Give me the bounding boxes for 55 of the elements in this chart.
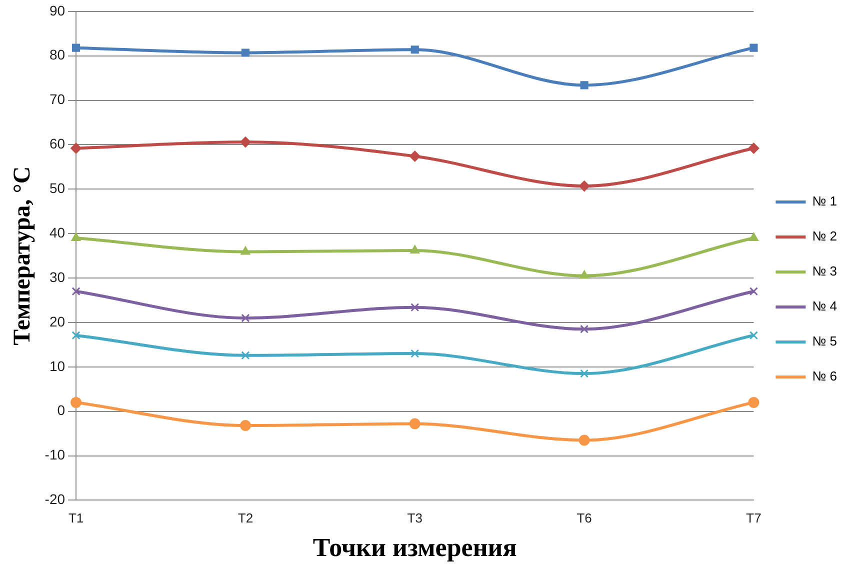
point: [749, 287, 758, 296]
point: [70, 142, 82, 154]
y-tick-label: 40: [49, 224, 66, 240]
point: [748, 232, 759, 242]
legend-label: № 2: [812, 228, 838, 244]
point: [410, 46, 419, 54]
x-tick-label: T6: [576, 510, 592, 526]
point: [409, 150, 420, 162]
y-tick-label: 30: [49, 268, 66, 285]
point: [72, 331, 80, 340]
point: [578, 434, 590, 446]
x-tick-label: T1: [68, 510, 84, 526]
point: [72, 44, 80, 52]
y-tick-label: 0: [57, 402, 66, 418]
y-tick-label: 60: [49, 136, 66, 152]
x-tick-label: T7: [746, 510, 762, 526]
point: [70, 396, 82, 408]
x-tick-label: T3: [407, 510, 422, 526]
point: [750, 44, 758, 52]
x-tick-label: T2: [238, 510, 254, 526]
point: [580, 324, 589, 334]
y-tick-label: 10: [49, 358, 66, 374]
point: [749, 331, 758, 340]
point: [241, 314, 250, 322]
point: [409, 418, 420, 430]
y-tick-label: 90: [49, 2, 66, 18]
y-tick-label: 70: [49, 91, 66, 108]
point: [579, 270, 590, 279]
legend-label: № 3: [812, 264, 838, 279]
y-tick-label: 20: [49, 313, 66, 330]
point: [241, 48, 250, 57]
point: [240, 420, 251, 432]
point: [580, 81, 588, 90]
y-tick-label: -20: [44, 491, 66, 508]
point: [748, 396, 760, 408]
y-axis-title: Температура, °C: [10, 166, 36, 346]
y-tick-label: 80: [49, 46, 66, 63]
point: [578, 180, 590, 192]
point: [240, 246, 250, 255]
legend-label: № 6: [812, 368, 838, 384]
point: [72, 287, 80, 296]
point: [748, 142, 760, 154]
point: [410, 303, 420, 312]
point: [240, 136, 251, 148]
point: [241, 351, 250, 360]
y-tick-label: -10: [44, 446, 66, 463]
legend-label: № 4: [812, 298, 838, 314]
point: [71, 232, 81, 242]
x-axis-title: Точки измерения: [312, 533, 517, 562]
legend-label: № 5: [812, 334, 838, 349]
y-tick-label: 50: [49, 180, 66, 196]
legend-label: № 1: [812, 194, 838, 209]
point: [410, 244, 420, 254]
point: [410, 349, 420, 358]
point: [580, 369, 589, 378]
